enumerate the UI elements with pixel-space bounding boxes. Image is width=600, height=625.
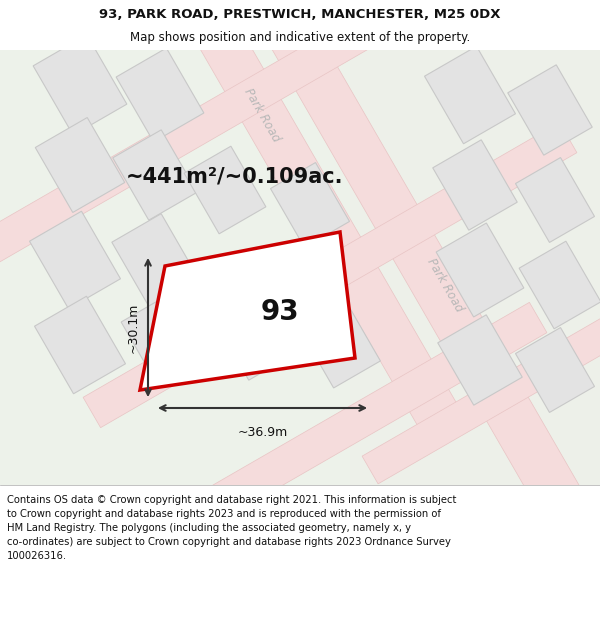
Polygon shape [113, 130, 197, 220]
Polygon shape [0, 2, 397, 308]
Text: 93, PARK ROAD, PRESTWICH, MANCHESTER, M25 0DX: 93, PARK ROAD, PRESTWICH, MANCHESTER, M2… [99, 8, 501, 21]
Text: Contains OS data © Crown copyright and database right 2021. This information is : Contains OS data © Crown copyright and d… [7, 495, 457, 561]
Polygon shape [213, 290, 297, 380]
Polygon shape [508, 65, 592, 155]
Polygon shape [271, 162, 350, 248]
Text: Map shows position and indicative extent of the property.: Map shows position and indicative extent… [130, 31, 470, 44]
Polygon shape [234, 0, 600, 590]
Polygon shape [116, 48, 204, 142]
Text: Park Road: Park Road [241, 86, 283, 144]
Text: ~441m²/~0.109ac.: ~441m²/~0.109ac. [126, 167, 344, 187]
Polygon shape [515, 328, 595, 412]
Polygon shape [299, 302, 380, 388]
Polygon shape [438, 315, 522, 405]
Polygon shape [184, 146, 266, 234]
Polygon shape [121, 293, 209, 387]
Polygon shape [33, 35, 127, 135]
Polygon shape [76, 0, 464, 439]
Polygon shape [425, 46, 515, 144]
Polygon shape [362, 306, 600, 484]
Text: ~30.1m: ~30.1m [127, 302, 140, 352]
Polygon shape [112, 214, 198, 306]
Polygon shape [436, 223, 524, 317]
Polygon shape [35, 118, 125, 212]
Polygon shape [140, 232, 355, 390]
Polygon shape [35, 296, 125, 394]
Polygon shape [83, 122, 577, 428]
Polygon shape [29, 211, 121, 309]
Text: ~36.9m: ~36.9m [238, 426, 287, 439]
Polygon shape [53, 302, 547, 608]
Text: Park Road: Park Road [424, 256, 466, 314]
Polygon shape [433, 140, 517, 230]
Polygon shape [519, 241, 600, 329]
Text: 93: 93 [260, 298, 299, 326]
Polygon shape [350, 50, 600, 485]
Polygon shape [515, 158, 595, 242]
